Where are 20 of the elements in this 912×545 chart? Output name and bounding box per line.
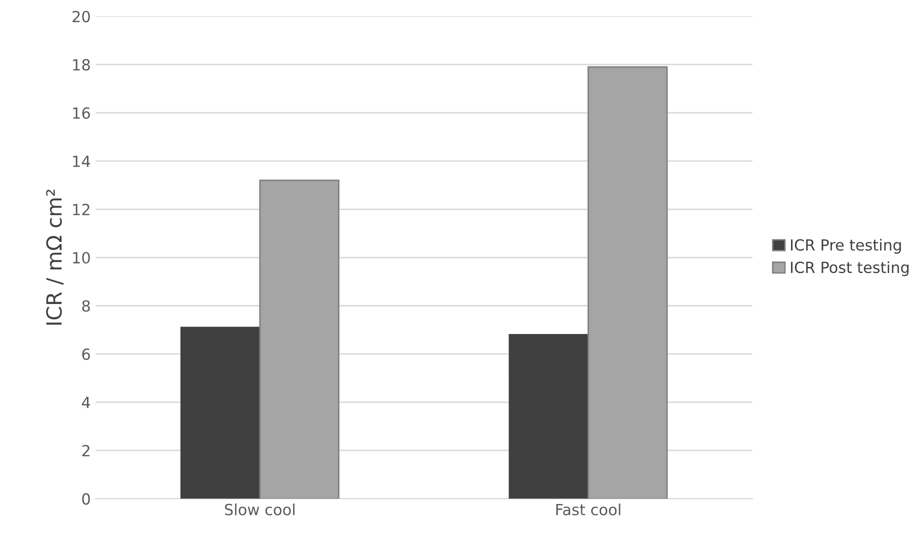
y-tick-label: 10: [73, 252, 90, 264]
y-tick-label: 12: [73, 204, 90, 216]
y-tick-label: 18: [73, 59, 90, 71]
legend-label: ICR Post testing: [791, 261, 909, 276]
y-tick-label: 14: [73, 156, 90, 167]
y-tick-label: 6: [82, 348, 90, 360]
bar: [508, 334, 589, 499]
y-tick-label: 16: [73, 107, 90, 119]
legend-label: ICR Pre testing: [791, 238, 901, 254]
bar: [588, 66, 668, 499]
y-tick-label: 8: [82, 300, 90, 312]
y-tick-label: 4: [82, 396, 90, 408]
x-tick-label: Fast cool: [556, 504, 620, 516]
bar: [259, 180, 340, 499]
bar: [180, 326, 261, 499]
y-tick-label: 0: [82, 493, 90, 505]
y-axis-title: ICR / mΩ cm²: [46, 190, 64, 325]
y-tick-label: 20: [72, 10, 90, 22]
x-tick-label: Slow cool: [224, 504, 294, 516]
y-tick-label: 2: [82, 444, 90, 456]
